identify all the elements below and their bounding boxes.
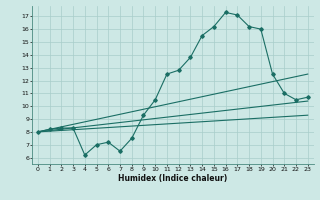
X-axis label: Humidex (Indice chaleur): Humidex (Indice chaleur) xyxy=(118,174,228,183)
